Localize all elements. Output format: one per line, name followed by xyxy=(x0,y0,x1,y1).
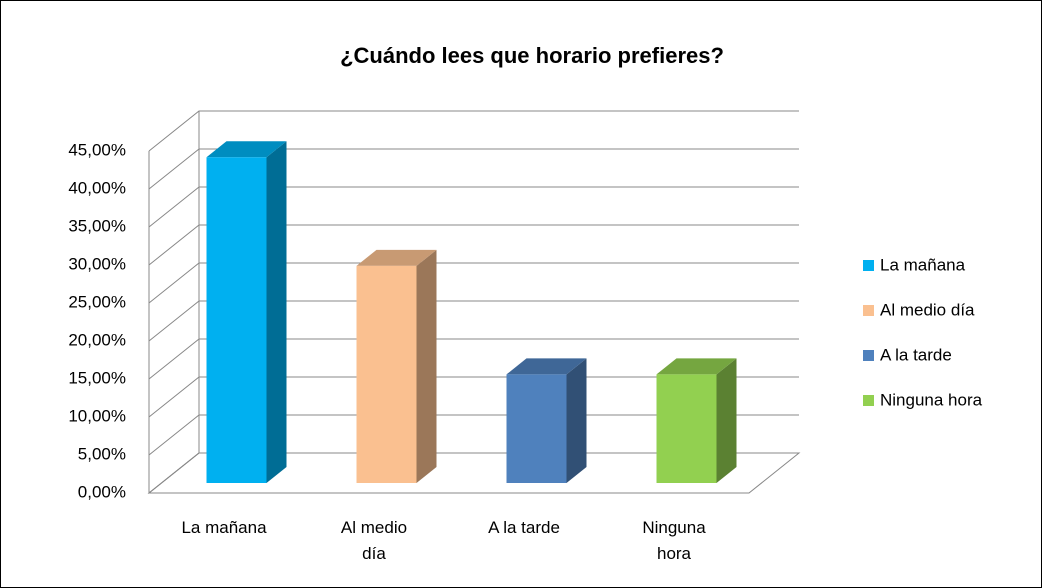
bar-side xyxy=(416,249,437,483)
legend-label: Al medio día xyxy=(880,300,975,319)
y-tick-label: 10,00% xyxy=(68,406,126,425)
grid-line xyxy=(148,224,799,266)
chart-title: ¿Cuándo lees que horario prefieres? xyxy=(340,43,724,68)
legend-swatch xyxy=(863,395,874,406)
grid-line xyxy=(148,338,799,380)
y-tick-label: 25,00% xyxy=(68,292,126,311)
x-tick-label: Ninguna hora xyxy=(642,518,706,563)
y-tick-label: 30,00% xyxy=(68,254,126,273)
bar xyxy=(506,374,567,483)
legend-swatch xyxy=(863,305,874,316)
bar-side xyxy=(716,358,737,483)
legend-swatch xyxy=(863,350,874,361)
legend-swatch xyxy=(863,260,874,271)
grid-line xyxy=(148,452,799,494)
x-tick-label: Al medio día xyxy=(340,518,408,563)
grid-line xyxy=(148,148,799,190)
x-tick-label: La mañana xyxy=(181,518,267,537)
bar-top xyxy=(656,358,737,375)
bar-side xyxy=(566,358,587,483)
legend-label: La mañana xyxy=(880,255,966,274)
legend-label: Ninguna hora xyxy=(880,390,983,409)
bar-top xyxy=(506,358,587,375)
bar xyxy=(656,374,717,483)
y-tick-label: 0,00% xyxy=(78,482,126,501)
bar-top xyxy=(356,249,437,266)
grid-line xyxy=(148,376,799,418)
grid-line xyxy=(148,414,799,456)
axis-wall xyxy=(148,151,200,495)
y-tick-label: 40,00% xyxy=(68,178,126,197)
y-tick-label: 15,00% xyxy=(68,368,126,387)
grid-line xyxy=(148,262,799,304)
bar-top xyxy=(206,141,287,158)
bar-side xyxy=(266,141,287,483)
bar xyxy=(356,265,417,483)
legend-label: A la tarde xyxy=(880,345,952,364)
x-tick-label: A la tarde xyxy=(488,518,560,537)
grid-line xyxy=(148,186,799,228)
grid-line xyxy=(148,110,799,152)
y-tick-label: 45,00% xyxy=(68,140,126,159)
y-tick-label: 20,00% xyxy=(68,330,126,349)
bar xyxy=(206,157,267,483)
y-tick-label: 35,00% xyxy=(68,216,126,235)
grid-line xyxy=(148,300,799,342)
y-tick-label: 5,00% xyxy=(78,444,126,463)
